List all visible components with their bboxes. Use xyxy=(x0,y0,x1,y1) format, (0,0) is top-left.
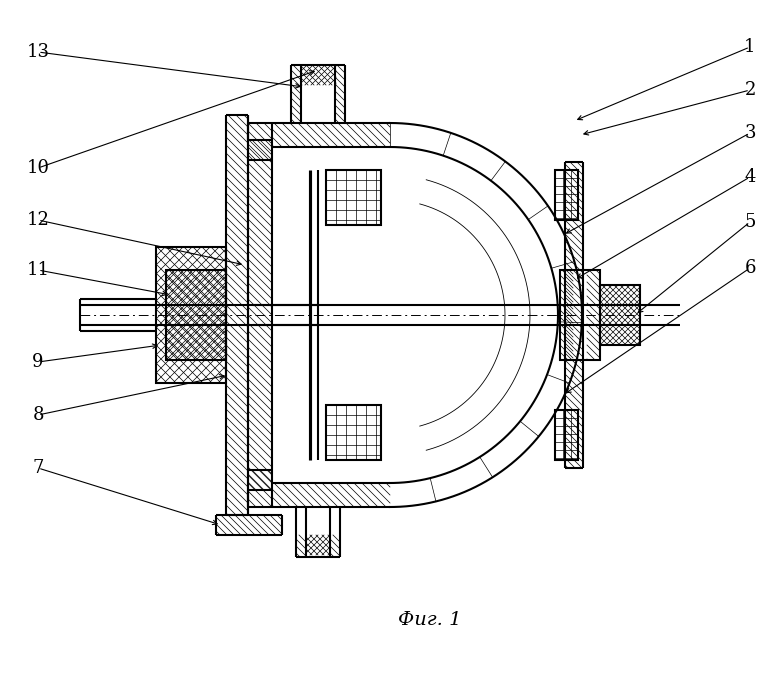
Bar xyxy=(166,270,226,360)
Bar xyxy=(326,170,381,225)
Text: 4: 4 xyxy=(744,168,756,186)
Bar xyxy=(560,270,600,360)
Bar xyxy=(600,285,640,345)
Text: 3: 3 xyxy=(744,124,756,142)
Text: 1: 1 xyxy=(744,38,756,56)
Text: 10: 10 xyxy=(27,159,49,177)
Text: Фиг. 1: Фиг. 1 xyxy=(399,611,462,629)
Text: 7: 7 xyxy=(32,459,44,477)
Text: 5: 5 xyxy=(744,213,756,231)
Text: 6: 6 xyxy=(744,259,756,277)
Text: 12: 12 xyxy=(27,211,49,229)
Text: 2: 2 xyxy=(744,81,756,99)
Text: 9: 9 xyxy=(32,353,44,371)
Text: 13: 13 xyxy=(27,43,49,61)
Bar xyxy=(555,170,578,220)
Text: 11: 11 xyxy=(27,261,49,279)
Bar xyxy=(555,410,578,460)
Bar xyxy=(326,405,381,460)
Bar xyxy=(156,247,226,383)
Text: 8: 8 xyxy=(32,406,44,424)
